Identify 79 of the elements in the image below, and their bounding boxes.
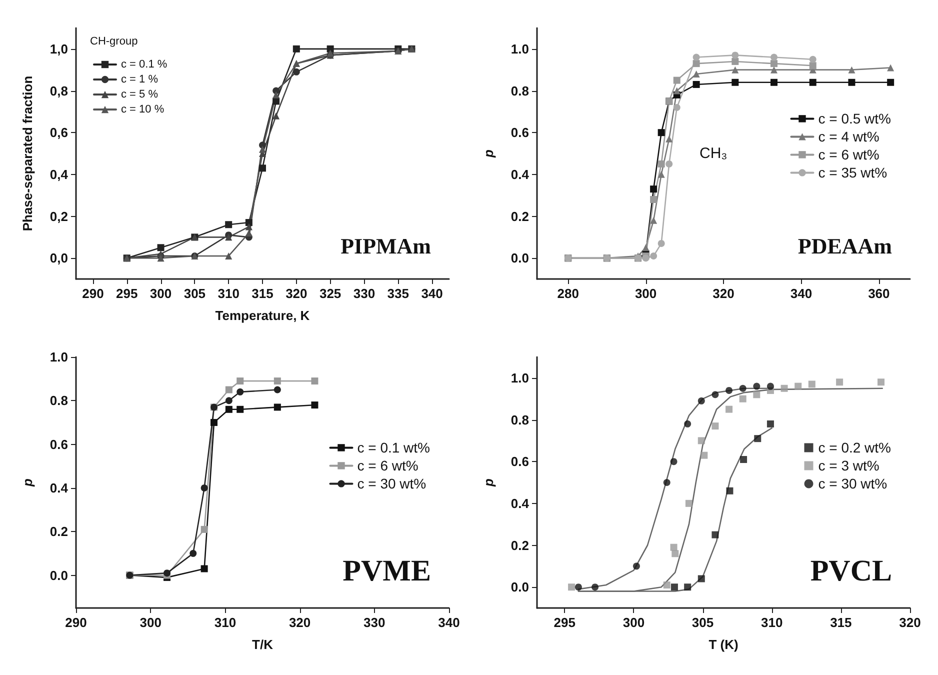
y-tick-label: 0.0 bbox=[50, 568, 68, 583]
legend-label: c = 5 % bbox=[121, 88, 158, 100]
y-tick-label: 0.6 bbox=[510, 454, 529, 470]
legend-label: c = 0.1 wt% bbox=[357, 440, 430, 456]
y-tick-label: 0.0 bbox=[510, 250, 529, 266]
y-tick-label: 0.8 bbox=[510, 83, 529, 98]
x-tick-label: 310 bbox=[218, 286, 240, 301]
y-tick-label: 0,2 bbox=[50, 208, 68, 224]
y-tick-label: 1,0 bbox=[50, 41, 68, 56]
legend-label: c = 0.5 wt% bbox=[818, 110, 892, 127]
y-tick-label: 0.8 bbox=[510, 412, 529, 428]
y-tick-label: 1.0 bbox=[510, 370, 529, 386]
x-tick-label: 300 bbox=[150, 286, 172, 301]
y-tick-label: 0.2 bbox=[510, 538, 529, 553]
y-tick-label: 0.6 bbox=[50, 436, 68, 452]
x-tick-label: 340 bbox=[438, 615, 460, 630]
legend-label: c = 6 wt% bbox=[357, 458, 418, 474]
y-tick-label: 0,6 bbox=[50, 125, 68, 140]
y-tick-label: 0.2 bbox=[510, 208, 529, 224]
legend-label: c = 10 % bbox=[121, 104, 164, 116]
legend-label: c = 1 % bbox=[121, 74, 158, 86]
annotation: PIPMAm bbox=[340, 234, 432, 258]
y-tick-label: 1.0 bbox=[50, 350, 68, 364]
y-axis-title: p bbox=[20, 478, 35, 488]
legend-label: c = 6 wt% bbox=[818, 146, 880, 163]
x-tick-label: 300 bbox=[622, 615, 645, 630]
x-tick-label: 320 bbox=[899, 615, 921, 630]
x-tick-label: 360 bbox=[868, 286, 890, 301]
legend-label: c = 3 wt% bbox=[818, 458, 880, 474]
x-tick-label: 330 bbox=[364, 615, 386, 630]
x-tick-label: 280 bbox=[557, 286, 579, 301]
legend-label: c = 4 wt% bbox=[818, 128, 880, 145]
y-tick-label: 0.4 bbox=[50, 480, 69, 496]
x-tick-label: 315 bbox=[252, 286, 274, 301]
x-tick-label: 305 bbox=[184, 286, 206, 301]
y-tick-label: 0.4 bbox=[510, 496, 530, 511]
y-axis-title: p bbox=[481, 478, 496, 488]
x-tick-label: 340 bbox=[790, 286, 812, 301]
annotation: PVME bbox=[342, 554, 432, 588]
x-tick-label: 340 bbox=[421, 286, 443, 301]
x-tick-label: 320 bbox=[286, 286, 308, 301]
x-axis-title: Temperature, K bbox=[215, 308, 310, 323]
legend-title: CH-group bbox=[90, 36, 138, 48]
x-tick-label: 290 bbox=[65, 615, 87, 630]
legend-label: c = 30 wt% bbox=[818, 476, 888, 492]
x-tick-label: 290 bbox=[82, 286, 104, 301]
annotation: PVCL bbox=[810, 554, 892, 588]
y-tick-label: 0.0 bbox=[510, 580, 529, 595]
y-tick-label: 0.6 bbox=[510, 125, 529, 140]
legend-label: c = 35 wt% bbox=[818, 164, 888, 181]
y-tick-label: 1.0 bbox=[510, 41, 529, 56]
annotation: PDEAAm bbox=[798, 234, 892, 258]
x-tick-label: 320 bbox=[712, 286, 734, 301]
y-tick-label: 0.4 bbox=[510, 166, 530, 182]
x-tick-label: 310 bbox=[761, 615, 783, 630]
x-tick-label: 300 bbox=[634, 286, 657, 301]
y-axis-title: Phase-separated fraction bbox=[20, 76, 35, 232]
legend-label: c = 30 wt% bbox=[357, 476, 426, 492]
annotation: CH₃ bbox=[700, 145, 728, 162]
x-tick-label: 300 bbox=[140, 615, 162, 630]
y-tick-label: 0,8 bbox=[50, 83, 68, 98]
y-tick-label: 0,4 bbox=[50, 166, 69, 182]
x-tick-label: 330 bbox=[353, 286, 376, 301]
y-tick-label: 0.2 bbox=[50, 524, 68, 540]
x-tick-label: 295 bbox=[116, 286, 138, 301]
x-axis-title: T (K) bbox=[708, 637, 738, 652]
x-tick-label: 310 bbox=[214, 615, 236, 630]
y-tick-label: 0.8 bbox=[50, 393, 68, 408]
x-tick-label: 335 bbox=[387, 286, 409, 301]
legend-label: c = 0.2 wt% bbox=[818, 440, 892, 456]
x-tick-label: 325 bbox=[319, 286, 342, 301]
x-tick-label: 295 bbox=[554, 615, 576, 630]
x-tick-label: 320 bbox=[288, 615, 311, 630]
y-tick-label: 0,0 bbox=[50, 250, 68, 266]
x-tick-label: 315 bbox=[830, 615, 852, 630]
legend-label: c = 0.1 % bbox=[121, 58, 168, 70]
x-axis-title: T/K bbox=[252, 637, 274, 652]
y-axis-title: p bbox=[481, 149, 496, 158]
x-tick-label: 305 bbox=[692, 615, 714, 630]
